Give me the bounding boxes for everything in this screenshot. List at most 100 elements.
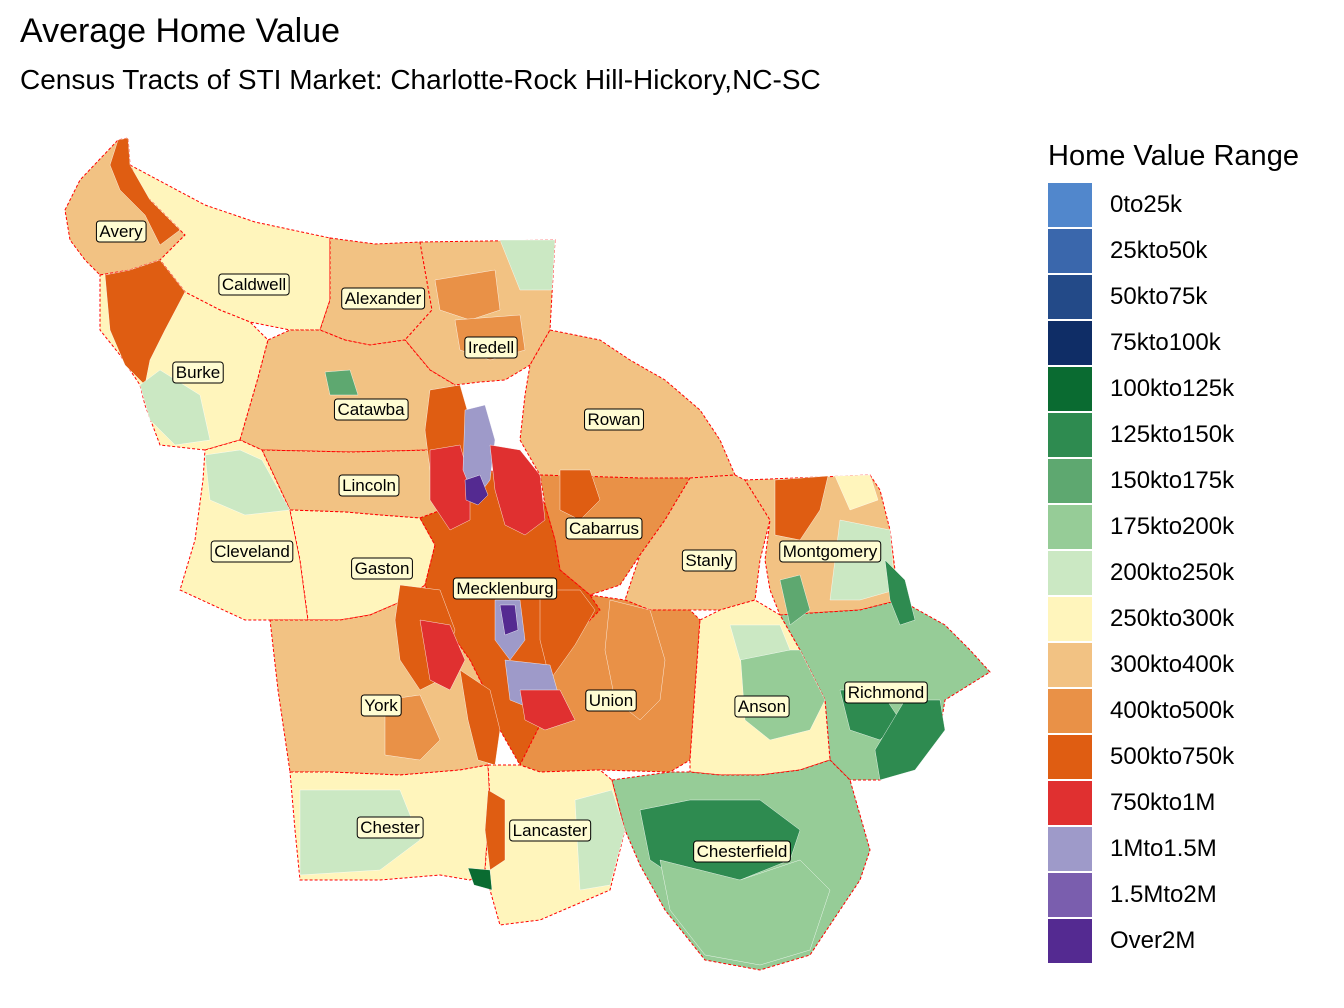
county-label: Avery: [95, 220, 147, 243]
tract-patch: [874, 699, 946, 781]
county-label: Catawba: [333, 398, 409, 421]
tract-patch: [834, 474, 879, 511]
legend-label: 250kto300k: [1110, 605, 1235, 632]
county-label: Cleveland: [210, 540, 294, 563]
legend-swatch: [1048, 551, 1092, 595]
county-label: Chesterfield: [693, 840, 791, 863]
county-label-box: [585, 689, 637, 712]
county-label-text: Catawba: [337, 400, 405, 419]
county-label-text: Cleveland: [214, 542, 290, 561]
county-label: Stanly: [681, 549, 737, 572]
county-label-text: Cabarrus: [569, 519, 639, 538]
legend-item: 75kto100k: [1048, 320, 1338, 366]
tract-patch: [139, 369, 211, 446]
county-label-box: [844, 681, 928, 704]
tract-patch: [499, 239, 556, 291]
legend-items: 0to25k 25kto50k 50kto75k 75kto100k 100kto125…: [1048, 182, 1338, 964]
legend-swatch: [1048, 183, 1092, 227]
county-label-text: Union: [589, 691, 633, 710]
county-label-box: [218, 273, 290, 296]
legend-label: 50kto75k: [1110, 283, 1208, 310]
legend-item: 1.5Mto2M: [1048, 872, 1338, 918]
tract-patch: [419, 619, 466, 691]
legend: Home Value Range 0to25k 25kto50k 50kto75k 7…: [1048, 138, 1338, 964]
legend-swatch: [1048, 275, 1092, 319]
county-label-box: [584, 408, 644, 431]
county-label: Lancaster: [509, 819, 592, 842]
legend-label: 150kto175k: [1110, 467, 1235, 494]
county-label: Chester: [356, 816, 424, 839]
county-label: Montgomery: [779, 540, 882, 563]
legend-swatch: [1048, 643, 1092, 687]
county-label-text: Montgomery: [783, 542, 878, 561]
legend-item: 125kto150k: [1048, 412, 1338, 458]
legend-item: 1Mto1.5M: [1048, 826, 1338, 872]
tract-patch: [462, 404, 496, 501]
legend-swatch: [1048, 781, 1092, 825]
tract-patch: [484, 789, 506, 871]
legend-swatch: [1048, 413, 1092, 457]
tract-patch: [434, 269, 501, 321]
county-rowan: [519, 329, 736, 479]
county-label-box: [779, 540, 882, 563]
county-label-box: [452, 577, 558, 600]
county-label-text: York: [364, 696, 398, 715]
legend-item: 250kto300k: [1048, 596, 1338, 642]
county-label: Caldwell: [218, 273, 290, 296]
legend-item: 25kto50k: [1048, 228, 1338, 274]
county-label-box: [172, 361, 224, 384]
county-label: York: [360, 694, 402, 717]
legend-label: 750kto1M: [1110, 789, 1216, 816]
tract-patch: [659, 859, 831, 966]
legend-label: 125kto150k: [1110, 421, 1235, 448]
legend-swatch: [1048, 735, 1092, 779]
tract-patch: [489, 444, 546, 536]
county-label: Mecklenburg: [452, 577, 558, 600]
county-label-text: Caldwell: [222, 275, 286, 294]
county-label-text: Gaston: [355, 559, 410, 578]
county-label-text: Lincoln: [342, 476, 396, 495]
legend-label: 500kto750k: [1110, 743, 1235, 770]
legend-item: 400kto500k: [1048, 688, 1338, 734]
legend-label: 75kto100k: [1110, 329, 1221, 356]
tract-patch: [559, 469, 601, 521]
legend-item: 100kto125k: [1048, 366, 1338, 412]
choropleth-map: Avery Caldwell Alexander Iredell Burke Catawb…: [64, 137, 991, 971]
legend-item: 750kto1M: [1048, 780, 1338, 826]
legend-label: 25kto50k: [1110, 237, 1208, 264]
county-label-text: Anson: [738, 697, 786, 716]
legend-label: 100kto125k: [1110, 375, 1235, 402]
county-label-box: [341, 287, 426, 310]
county-label-box: [360, 694, 402, 717]
county-label-box: [351, 557, 413, 580]
legend-label: 175kto200k: [1110, 513, 1235, 540]
tract-patch: [467, 867, 493, 891]
legend-swatch: [1048, 873, 1092, 917]
legend-item: 500kto750k: [1048, 734, 1338, 780]
tract-patch: [104, 259, 186, 386]
legend-swatch: [1048, 827, 1092, 871]
legend-label: 1Mto1.5M: [1110, 835, 1217, 862]
county-label-box: [210, 540, 294, 563]
legend-label: Over2M: [1110, 927, 1196, 954]
county-label: Burke: [172, 361, 224, 384]
county-label-box: [333, 398, 409, 421]
legend-swatch: [1048, 321, 1092, 365]
tract-patch: [729, 624, 791, 661]
county-label-text: Stanly: [685, 551, 733, 570]
legend-swatch: [1048, 229, 1092, 273]
tract-patch: [779, 574, 811, 626]
county-label-text: Lancaster: [513, 821, 588, 840]
county-label-box: [681, 549, 737, 572]
tract-patch: [429, 444, 471, 531]
tract-patch: [204, 449, 291, 516]
legend-label: 400kto500k: [1110, 697, 1235, 724]
legend-swatch: [1048, 919, 1092, 963]
legend-item: 175kto200k: [1048, 504, 1338, 550]
county-label-box: [464, 336, 518, 359]
legend-swatch: [1048, 597, 1092, 641]
county-label: Gaston: [351, 557, 413, 580]
county-label-text: Mecklenburg: [456, 579, 553, 598]
legend-swatch: [1048, 505, 1092, 549]
tract-patch: [324, 369, 359, 396]
